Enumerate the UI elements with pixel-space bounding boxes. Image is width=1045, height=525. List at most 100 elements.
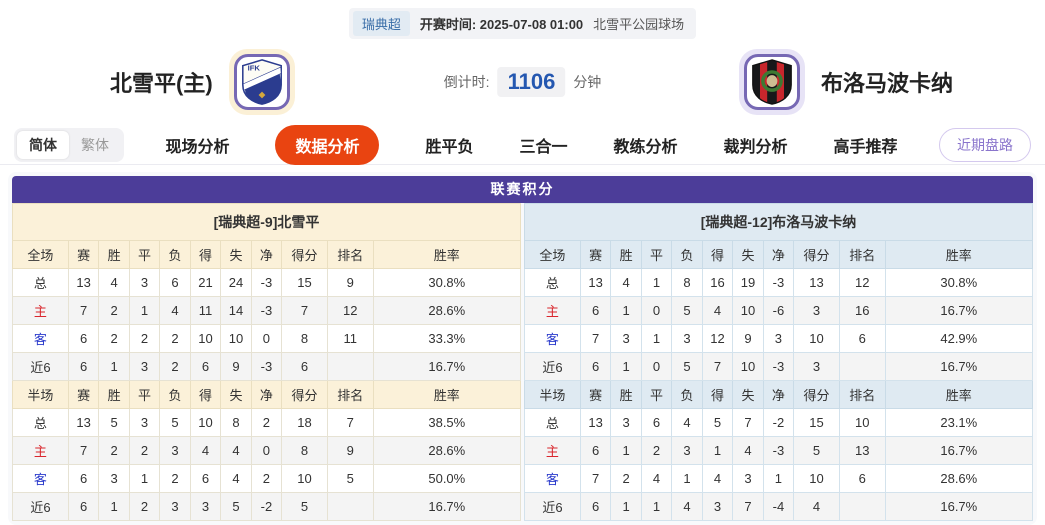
stat-cell: 16.7%: [884, 436, 1034, 465]
stat-cell: 24: [220, 268, 252, 297]
stat-cell: 10: [793, 464, 840, 493]
col-header: 全场: [524, 240, 581, 269]
tab-live-analysis[interactable]: 现场分析: [165, 138, 230, 156]
stat-cell: 2: [128, 492, 161, 521]
stat-cell: 3: [610, 324, 642, 353]
row-label: 近6: [12, 352, 69, 381]
stat-cell: 2: [128, 436, 161, 465]
stat-cell: 28.6%: [372, 296, 522, 325]
stat-cell: 4: [732, 436, 764, 465]
stat-cell: 4: [671, 492, 703, 521]
stat-cell: 1: [610, 436, 642, 465]
row-label: 主: [12, 436, 69, 465]
stat-cell: 4: [671, 408, 703, 437]
row-label: 近6: [524, 352, 581, 381]
col-header: 净: [762, 240, 795, 269]
stat-cell: 19: [732, 268, 764, 297]
stat-cell: -3: [250, 268, 283, 297]
col-header: 赛: [67, 240, 100, 269]
stat-cell: 4: [220, 436, 252, 465]
col-header: 平: [128, 380, 161, 409]
stat-cell: 3: [159, 492, 191, 521]
col-header: 得: [701, 380, 734, 409]
stat-cell: 5: [98, 408, 130, 437]
stat-cell: 6: [189, 464, 222, 493]
row-label: 近6: [524, 492, 581, 521]
stat-cell: 3: [732, 464, 764, 493]
team-table-title: [瑞典超-9]北雪平: [12, 203, 521, 241]
recent-trends-button[interactable]: 近期盘路: [939, 127, 1031, 162]
stat-cell: 1: [610, 352, 642, 381]
stat-cell: 6: [838, 324, 886, 353]
stat-cell: 0: [640, 352, 673, 381]
stat-cell: 15: [793, 408, 840, 437]
tab-referee-analysis[interactable]: 裁判分析: [723, 138, 788, 156]
team-table-title: [瑞典超-12]布洛马波卡纳: [524, 203, 1033, 241]
col-header: 胜: [610, 240, 642, 269]
stat-cell: 7: [67, 296, 100, 325]
tab-coach-analysis[interactable]: 教练分析: [613, 138, 678, 156]
stat-cell: 2: [98, 324, 130, 353]
kickoff-label: 开赛时间:: [419, 17, 477, 32]
stat-cell: 3: [762, 324, 795, 353]
stat-cell: 1: [640, 268, 673, 297]
lang-simplified-button[interactable]: 简体: [17, 130, 69, 159]
stat-cell: 16.7%: [372, 492, 522, 521]
stat-cell: 1: [701, 436, 734, 465]
stat-cell: 8: [671, 268, 703, 297]
row-label: 总: [12, 408, 69, 437]
tab-three-in-one[interactable]: 三合一: [519, 138, 568, 156]
stat-cell: 11: [189, 296, 222, 325]
stat-cell: 3: [159, 436, 191, 465]
stat-cell: 38.5%: [372, 408, 522, 437]
col-header: 排名: [838, 240, 886, 269]
stat-cell: 7: [732, 492, 764, 521]
stat-cell: 5: [701, 408, 734, 437]
home-logo-text: IFK: [247, 63, 260, 72]
tab-win-draw-lose[interactable]: 胜平负: [425, 138, 474, 156]
stat-cell: 7: [701, 352, 734, 381]
tab-data-analysis[interactable]: 数据分析: [275, 124, 380, 165]
card-title: 联赛积分: [12, 176, 1033, 203]
stat-cell: 6: [579, 492, 612, 521]
tab-expert-picks[interactable]: 高手推荐: [833, 138, 898, 156]
stat-cell: 6: [838, 464, 886, 493]
stat-cell: 4: [640, 464, 673, 493]
stat-cell: 16.7%: [884, 492, 1034, 521]
stat-cell: 16.7%: [372, 352, 522, 381]
stat-cell: 13: [579, 268, 612, 297]
stat-cell: 8: [220, 408, 252, 437]
stat-cell: 50.0%: [372, 464, 522, 493]
stat-cell: 3: [610, 408, 642, 437]
nav-bar: 简体 繁体 现场分析 数据分析 胜平负 三合一 教练分析 裁判分析 高手推荐 近…: [0, 124, 1045, 165]
stat-cell: 1: [128, 464, 161, 493]
stat-cell: -3: [762, 436, 795, 465]
stat-cell: 6: [67, 464, 100, 493]
col-header: 负: [159, 380, 191, 409]
row-label: 总: [524, 408, 581, 437]
col-header: 平: [128, 240, 161, 269]
stat-cell: 12: [838, 268, 886, 297]
col-header: 全场: [12, 240, 69, 269]
kickoff-value: 2025-07-08 01:00: [479, 17, 584, 32]
stat-cell: 5: [793, 436, 840, 465]
stat-cell: 2: [610, 464, 642, 493]
stats-table-home: [瑞典超-9]北雪平 全场赛胜平负得失净得分 排名 胜率总 13 4 3 6 21 24 -3 15 9…: [12, 203, 522, 521]
col-header: 胜: [98, 380, 130, 409]
lang-traditional-button[interactable]: 繁体: [81, 136, 109, 153]
stat-cell: 1: [671, 464, 703, 493]
stat-cell: 8: [281, 324, 328, 353]
stat-cell: 1: [98, 492, 130, 521]
col-header: 胜: [98, 240, 130, 269]
home-logo-frame: IFK: [233, 54, 290, 110]
stat-cell: 2: [128, 324, 161, 353]
stat-cell: 0: [250, 324, 283, 353]
stat-cell: 2: [640, 436, 673, 465]
stat-cell: 18: [281, 408, 328, 437]
stat-cell: 3: [671, 324, 703, 353]
stat-cell: 9: [326, 436, 374, 465]
venue-label: 北雪平公园球场: [593, 17, 685, 32]
stat-cell: 23.1%: [884, 408, 1034, 437]
stat-cell: 4: [610, 268, 642, 297]
stat-cell: 16.7%: [884, 296, 1034, 325]
